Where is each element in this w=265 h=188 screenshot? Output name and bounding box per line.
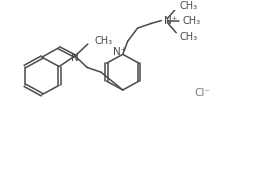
- Text: N⁺: N⁺: [113, 47, 126, 58]
- Text: CH₃: CH₃: [179, 32, 197, 42]
- Text: Cl⁻: Cl⁻: [194, 88, 210, 98]
- Text: CH₃: CH₃: [182, 16, 200, 26]
- Text: N⁺: N⁺: [164, 17, 178, 27]
- Text: N: N: [71, 53, 79, 63]
- Text: CH₃: CH₃: [95, 36, 113, 46]
- Text: CH₃: CH₃: [179, 1, 197, 11]
